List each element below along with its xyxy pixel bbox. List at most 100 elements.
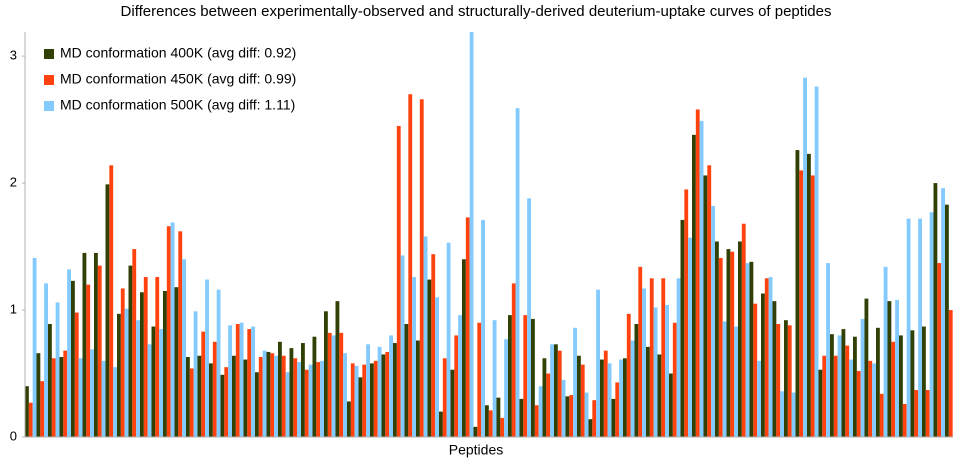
bar <box>626 313 631 437</box>
bar <box>423 236 428 437</box>
bar <box>833 355 838 437</box>
bar <box>128 265 133 437</box>
bar <box>239 322 244 437</box>
bar <box>830 334 834 437</box>
bar <box>67 269 71 437</box>
bar <box>431 254 436 437</box>
bar <box>784 320 788 437</box>
bar <box>749 261 754 437</box>
bar <box>588 419 593 437</box>
bar <box>278 341 282 437</box>
bar <box>166 226 171 437</box>
bar <box>201 331 206 437</box>
bar <box>186 357 190 437</box>
bar <box>822 355 827 437</box>
bar <box>803 77 807 438</box>
bar <box>36 353 41 437</box>
bar <box>945 204 949 437</box>
bar <box>795 150 800 438</box>
bar <box>59 357 64 437</box>
bar <box>373 360 378 437</box>
x-axis-label: Peptides <box>449 442 503 458</box>
bar <box>132 249 137 437</box>
bar <box>381 354 386 437</box>
bar <box>465 217 470 437</box>
bar <box>699 120 704 438</box>
chart-title: Differences between experimentally-obser… <box>121 3 832 20</box>
bar <box>385 351 390 437</box>
bar <box>688 237 692 437</box>
bar <box>481 219 485 437</box>
bar <box>32 257 37 437</box>
bar <box>258 357 263 437</box>
bar <box>224 367 229 437</box>
bar <box>55 302 60 437</box>
bar <box>209 363 213 437</box>
bar <box>761 293 765 437</box>
bar <box>178 231 183 437</box>
bar <box>910 330 915 437</box>
bar <box>28 402 33 437</box>
bar <box>205 279 209 437</box>
bar <box>807 153 811 438</box>
bar <box>638 266 643 437</box>
bar <box>74 312 79 437</box>
legend-label: MD conformation 450K (avg diff: 0.99) <box>60 71 296 87</box>
bar <box>301 343 305 437</box>
bar <box>251 326 255 437</box>
bar <box>419 99 424 438</box>
bar <box>718 257 723 437</box>
bar <box>458 315 462 437</box>
bar <box>837 335 842 437</box>
bar <box>293 358 298 437</box>
bar <box>772 301 777 437</box>
bar <box>105 184 110 437</box>
bar <box>814 86 819 438</box>
bar <box>895 299 899 437</box>
bar <box>734 326 738 437</box>
bar <box>818 369 823 437</box>
bar <box>151 326 156 437</box>
bar <box>615 382 620 437</box>
bar <box>44 283 48 437</box>
bar <box>550 344 554 437</box>
bar <box>281 355 286 437</box>
bar <box>948 310 953 437</box>
bar <box>396 125 401 438</box>
bar <box>933 183 938 437</box>
bar <box>270 353 275 437</box>
bar <box>634 324 639 437</box>
bar <box>929 212 934 437</box>
bar <box>845 345 850 437</box>
bar <box>113 367 117 437</box>
bar <box>872 363 876 437</box>
bar <box>454 335 459 437</box>
bar <box>531 318 535 437</box>
bar <box>97 265 102 437</box>
bar <box>753 303 758 437</box>
bar <box>764 278 769 437</box>
bar <box>879 393 884 437</box>
bar <box>109 165 114 438</box>
bar <box>320 360 324 437</box>
bar <box>523 315 528 437</box>
bar <box>82 252 87 437</box>
bar <box>366 344 370 437</box>
bar <box>646 346 650 437</box>
bar <box>596 289 600 437</box>
bar <box>653 307 658 437</box>
bar <box>619 359 623 437</box>
bar <box>427 279 432 437</box>
bar <box>235 324 240 437</box>
bar <box>446 242 451 437</box>
bar <box>791 392 796 437</box>
bar <box>304 369 309 437</box>
bar <box>404 324 409 437</box>
bar <box>711 205 715 437</box>
bar <box>500 417 505 437</box>
bar <box>339 332 344 437</box>
bar <box>94 252 98 437</box>
bar <box>611 398 616 437</box>
bars <box>25 32 953 438</box>
